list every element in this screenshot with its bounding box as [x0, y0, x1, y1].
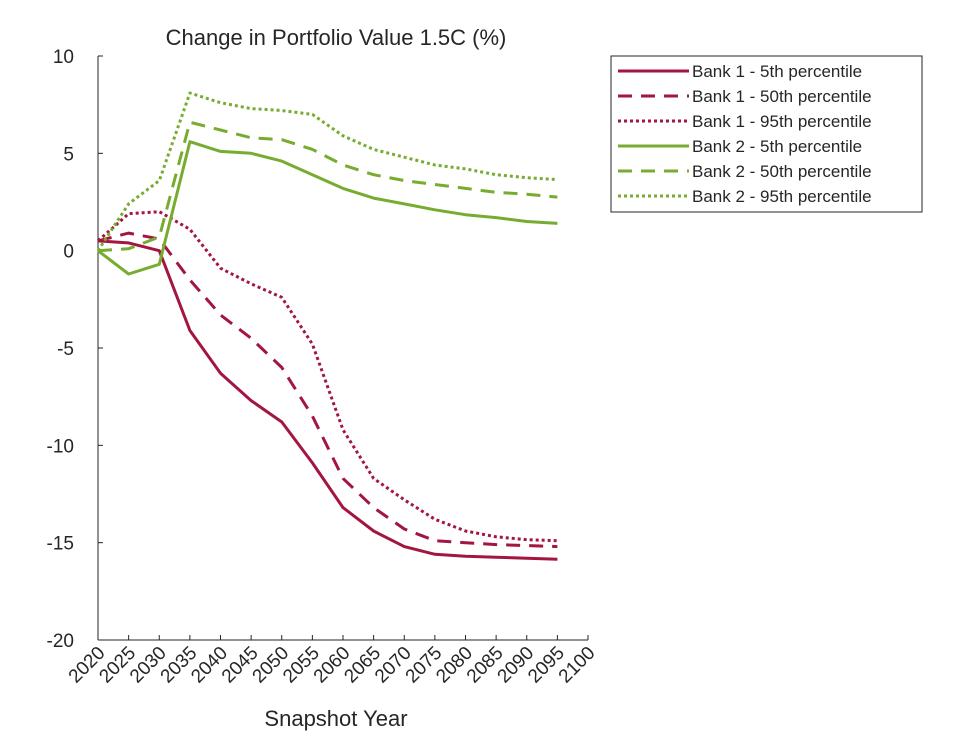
legend-label: Bank 2 - 50th percentile	[692, 162, 872, 181]
legend-item: Bank 2 - 5th percentile	[618, 137, 862, 156]
legend-label: Bank 2 - 5th percentile	[692, 137, 862, 156]
legend-item: Bank 1 - 50th percentile	[618, 87, 872, 106]
legend-label: Bank 1 - 50th percentile	[692, 87, 872, 106]
y-tick-label: -15	[47, 534, 74, 555]
y-axis-ticks: 10 5 0 -5 -10 -15 -20	[47, 47, 103, 652]
series-line-6	[96, 91, 558, 252]
series-line-4	[97, 140, 558, 276]
legend-item: Bank 2 - 50th percentile	[618, 162, 872, 181]
legend-label: Bank 1 - 95th percentile	[692, 112, 872, 131]
y-tick-label: 0	[63, 242, 74, 263]
y-tick-label: -10	[47, 436, 74, 457]
legend-item: Bank 1 - 95th percentile	[618, 112, 872, 131]
legend-label: Bank 1 - 5th percentile	[692, 62, 862, 81]
legend-item: Bank 1 - 5th percentile	[618, 62, 862, 81]
y-tick-label: -20	[47, 631, 74, 652]
x-axis-label: Snapshot Year	[264, 706, 407, 731]
y-tick-label: 10	[53, 47, 74, 68]
series-line-3	[97, 210, 558, 543]
chart-title: Change in Portfolio Value 1.5C (%)	[166, 25, 507, 50]
series-line-2	[97, 231, 558, 549]
legend-item: Bank 2 - 95th percentile	[618, 187, 872, 206]
y-tick-label: -5	[57, 339, 74, 360]
x-axis-ticks: 2020202520302035204020452050205520602065…	[65, 635, 600, 687]
x-tick-label: 2100	[555, 643, 600, 688]
series-line-5	[97, 120, 558, 253]
legend: Bank 1 - 5th percentile Bank 1 - 50th per…	[610, 55, 923, 213]
y-tick-label: 5	[63, 144, 74, 165]
legend-box	[610, 55, 923, 213]
series-line-1	[97, 239, 558, 561]
legend-label: Bank 2 - 95th percentile	[692, 187, 872, 206]
series-layer	[96, 91, 558, 561]
